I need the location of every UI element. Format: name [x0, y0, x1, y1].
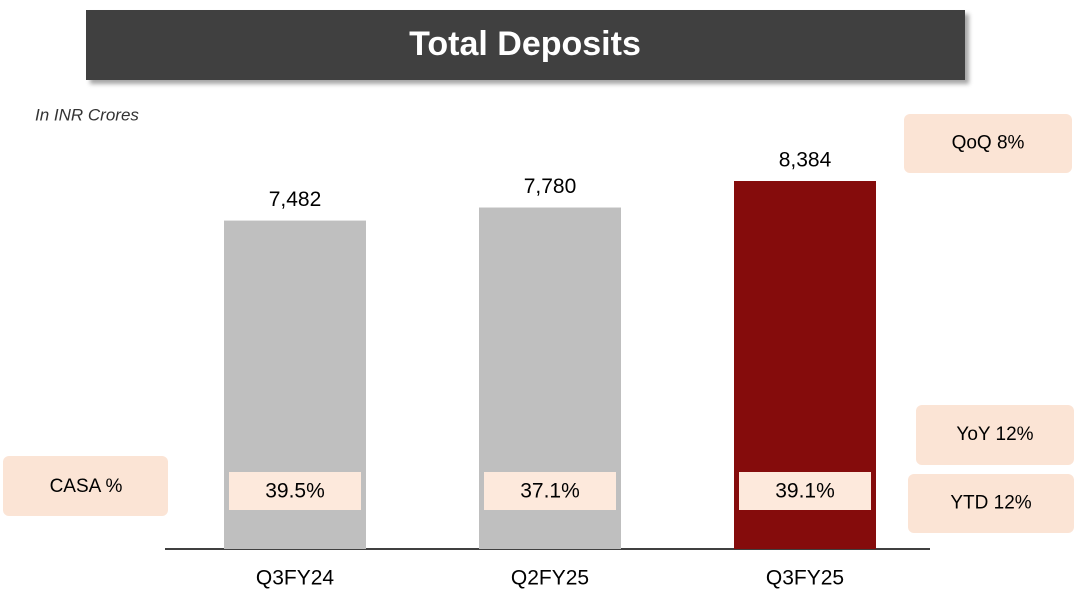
- value-label: 8,384: [779, 149, 832, 172]
- x-tick-label: Q2FY25: [511, 567, 589, 590]
- subtitle: In INR Crores: [35, 105, 139, 124]
- annotation-box: [916, 405, 1074, 465]
- casa-value-box: [229, 472, 361, 510]
- casa-box: [3, 456, 168, 516]
- x-tick-label: Q3FY25: [766, 567, 844, 590]
- annotation-box: [904, 114, 1072, 173]
- annotation: YTD 12%: [950, 493, 1031, 514]
- annotation-box: [908, 474, 1074, 533]
- casa-value: 39.5%: [265, 480, 325, 503]
- casa-value: 39.1%: [775, 480, 835, 503]
- casa-value-box: [484, 472, 616, 510]
- casa-label: CASA %: [50, 476, 123, 497]
- chart-title: Total Deposits: [409, 25, 641, 63]
- value-label: 7,482: [269, 188, 322, 211]
- title-banner: [86, 10, 965, 80]
- casa-value: 37.1%: [520, 480, 580, 503]
- value-label: 7,780: [524, 175, 577, 198]
- annotation: YoY 12%: [956, 424, 1033, 445]
- annotation: QoQ 8%: [952, 133, 1025, 154]
- casa-value-box: [739, 472, 871, 510]
- x-tick-label: Q3FY24: [256, 567, 335, 590]
